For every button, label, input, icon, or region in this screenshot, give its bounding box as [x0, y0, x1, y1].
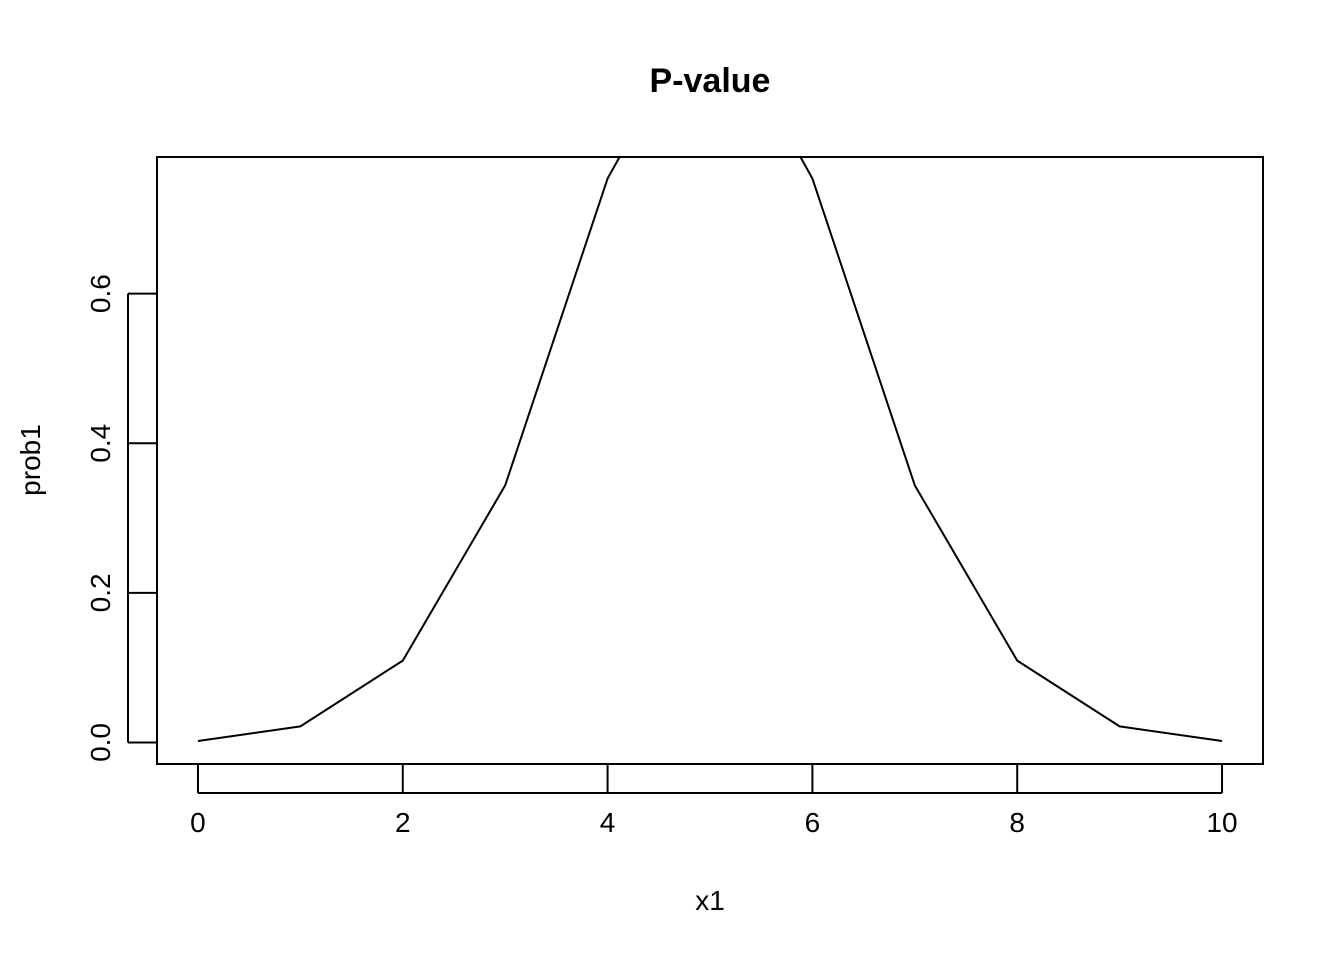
- y-tick-label: 0.4: [85, 424, 116, 463]
- x-tick-label: 2: [395, 807, 411, 838]
- plot-area: [197, 157, 1223, 742]
- y-tick-label: 0.2: [85, 573, 116, 612]
- plot-frame: [156, 156, 1264, 765]
- x-axis-label: x1: [695, 885, 725, 916]
- y-tick-label: 0.0: [85, 723, 116, 762]
- chart-title: P-value: [650, 62, 771, 100]
- y-axis: 0.0 0.2 0.4 0.6: [85, 274, 156, 762]
- x-tick-label: 6: [805, 807, 821, 838]
- x-tick-label: 10: [1206, 807, 1237, 838]
- y-tick-label: 0.6: [85, 274, 116, 313]
- x-tick-label: 0: [190, 807, 206, 838]
- x-axis: 0 2 4 6 8 10: [190, 765, 1238, 838]
- y-axis-label: prob1: [15, 424, 46, 496]
- x-tick-label: 4: [600, 807, 616, 838]
- series-line-0: [197, 157, 1223, 742]
- x-tick-label: 8: [1009, 807, 1025, 838]
